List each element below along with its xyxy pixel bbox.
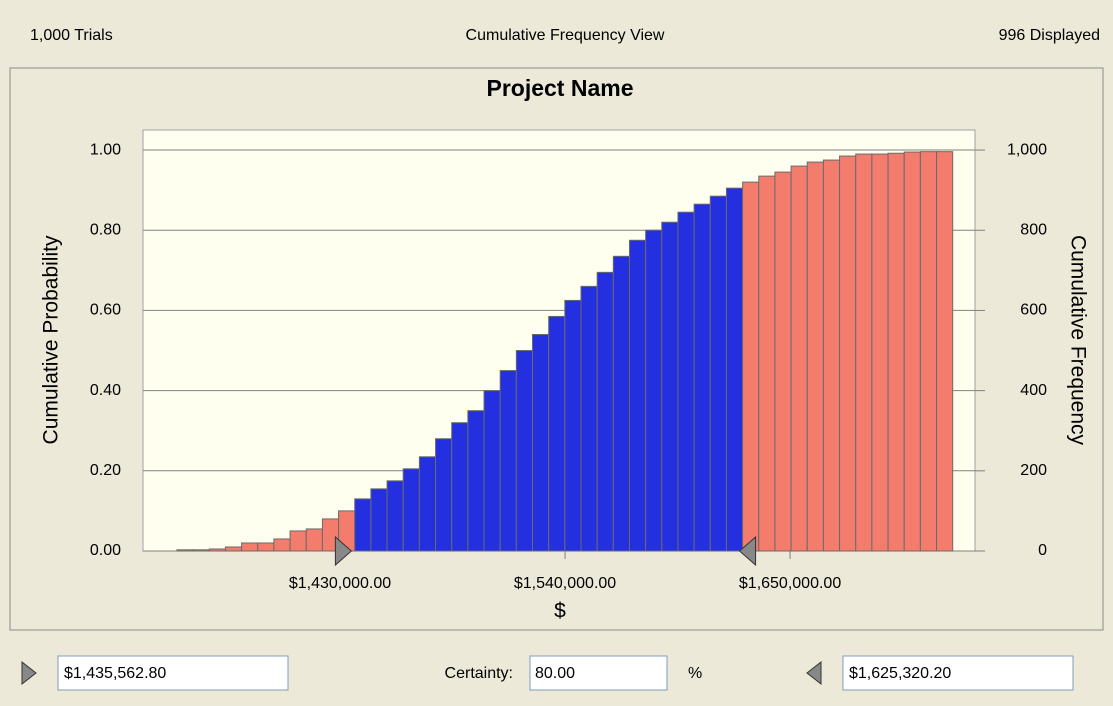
bar <box>758 175 776 552</box>
bar <box>435 438 453 552</box>
bar <box>564 299 582 552</box>
bar <box>693 203 711 552</box>
y-tick-label: 0.60 <box>90 302 121 319</box>
chart-title: Project Name <box>486 75 633 101</box>
bar <box>289 530 307 552</box>
low-icon[interactable] <box>21 660 37 686</box>
y2-axis-label: Cumulative Frequency <box>1066 235 1089 446</box>
certainty-controls: $1,435,562.80 Certainty: 80.00 % $1,625,… <box>21 655 1074 691</box>
bar <box>515 350 534 552</box>
certainty-input-text: 80.00 <box>535 665 575 682</box>
bar <box>386 480 404 552</box>
bar <box>628 239 647 552</box>
bar <box>661 221 679 552</box>
bar <box>709 195 727 552</box>
bar <box>273 538 291 552</box>
bar <box>855 153 873 552</box>
bar <box>774 171 792 552</box>
bar <box>677 211 695 552</box>
bar <box>354 498 372 552</box>
bar <box>402 468 420 552</box>
bar <box>887 152 905 552</box>
certainty-input[interactable] <box>529 655 668 691</box>
bar <box>499 370 517 552</box>
bar <box>790 165 808 552</box>
bar <box>903 151 921 552</box>
bar <box>224 546 243 552</box>
y-tick-label: 0.20 <box>90 462 121 479</box>
high-marker <box>738 535 757 567</box>
bar <box>742 181 760 552</box>
y-tick-label: 0.00 <box>90 542 121 559</box>
bar <box>725 187 744 552</box>
y2-tick-label: 600 <box>1020 302 1047 319</box>
bar <box>208 548 226 552</box>
bar <box>822 159 841 552</box>
y-axis-label: Cumulative Probability <box>40 235 63 444</box>
x-tick-label: $1,430,000.00 <box>289 575 391 592</box>
x-tick-label: $1,540,000.00 <box>514 575 616 592</box>
trials-label: 1,000 Trials <box>30 27 113 44</box>
bar <box>257 542 275 552</box>
y2-tick-label: 400 <box>1020 382 1047 399</box>
bar <box>305 528 323 552</box>
bar <box>241 542 259 552</box>
bar <box>645 229 663 552</box>
x-tick-label: $1,650,000.00 <box>739 575 841 592</box>
bar <box>418 456 437 552</box>
high-input-text: $1,625,320.20 <box>849 665 951 682</box>
bar <box>548 315 566 552</box>
bar <box>936 151 954 552</box>
bar <box>871 153 889 552</box>
high-icon[interactable] <box>806 660 822 686</box>
y2-tick-label: 200 <box>1020 462 1047 479</box>
bar <box>580 285 598 552</box>
y2-tick-label: 1,000 <box>1007 141 1047 158</box>
bar <box>919 151 938 552</box>
low-marker <box>334 535 353 567</box>
bar <box>467 410 485 552</box>
bar <box>532 333 550 552</box>
bar <box>806 161 824 552</box>
bar <box>451 422 469 552</box>
bar <box>596 271 614 552</box>
bar <box>370 488 388 552</box>
displayed-label: 996 Displayed <box>999 27 1100 44</box>
bar <box>176 549 194 552</box>
high-input[interactable] <box>842 655 1074 691</box>
x-axis-label: $ <box>554 600 566 623</box>
y2-tick-label: 800 <box>1020 221 1047 238</box>
low-input[interactable] <box>57 655 289 691</box>
view-label: Cumulative Frequency View <box>466 27 665 44</box>
y-tick-label: 0.40 <box>90 382 121 399</box>
low-input-text: $1,435,562.80 <box>64 665 166 682</box>
certainty-unit: % <box>688 665 702 682</box>
bar <box>612 255 630 552</box>
certainty-caption: Certainty: <box>445 665 513 682</box>
y-tick-label: 1.00 <box>90 141 121 158</box>
bar <box>192 549 210 552</box>
y2-tick-label: 0 <box>1038 542 1047 559</box>
bar <box>483 390 501 552</box>
bar <box>839 155 857 552</box>
y-tick-label: 0.80 <box>90 221 121 238</box>
